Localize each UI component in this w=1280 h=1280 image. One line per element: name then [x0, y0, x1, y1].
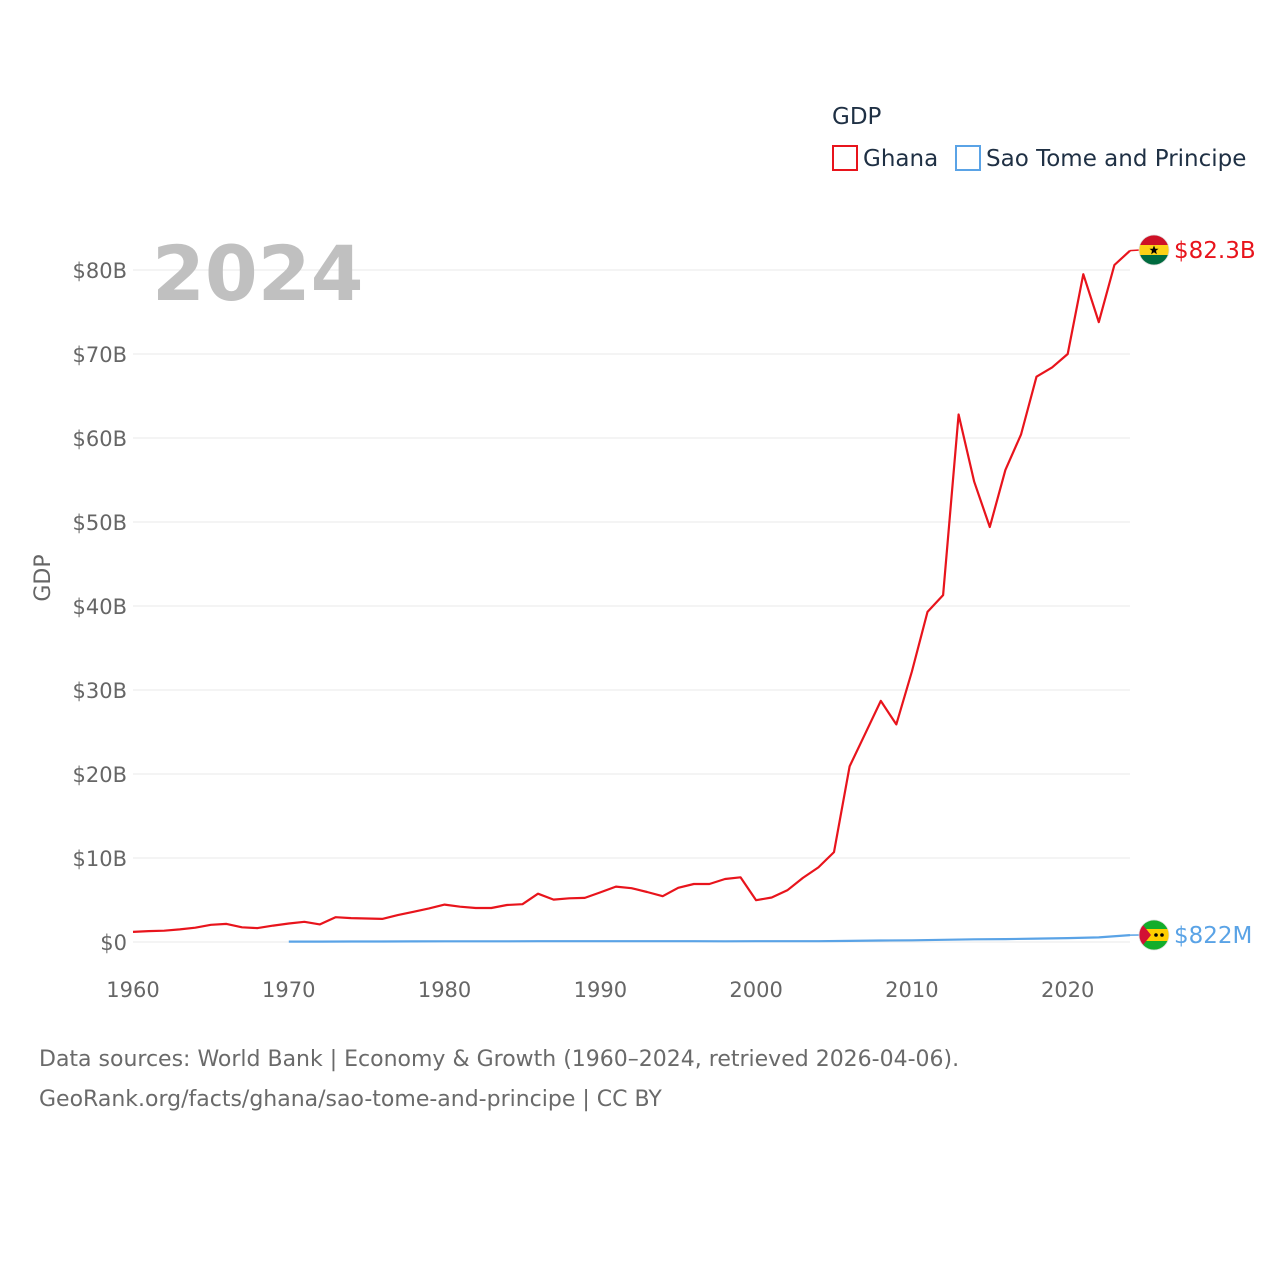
x-axis-ticks: 1960 1970 1980 1990 2000 2010 2020: [106, 978, 1094, 1002]
series-end-markers: $82.3B $822M: [1129, 234, 1256, 951]
x-tick-label: 1990: [574, 978, 627, 1002]
x-tick-label: 1980: [418, 978, 471, 1002]
y-tick-label: $40B: [73, 595, 128, 619]
legend: GDP Ghana Sao Tome and Principe: [832, 104, 1246, 172]
y-axis-title: GDP: [31, 554, 56, 601]
end-value-label: $822M: [1174, 923, 1252, 949]
legend-swatch-ghana: [832, 145, 858, 171]
y-tick-label: $20B: [73, 763, 128, 787]
legend-label-ghana: Ghana: [863, 146, 938, 172]
legend-title: GDP: [832, 104, 882, 130]
x-tick-label: 2010: [885, 978, 938, 1002]
legend-item-ghana[interactable]: Ghana: [832, 145, 938, 172]
x-tick-label: 1960: [106, 978, 159, 1002]
x-tick-label: 2020: [1041, 978, 1094, 1002]
footer-line-url[interactable]: GeoRank.org/facts/ghana/sao-tome-and-pri…: [39, 1087, 662, 1112]
legend-swatch-sao-tome: [955, 145, 981, 171]
y-tick-label: $80B: [73, 259, 128, 283]
chart-title-year: 2024: [152, 229, 364, 318]
footer-line-sources: Data sources: World Bank | Economy & Gro…: [39, 1047, 960, 1072]
footer-sources: Data sources: World Bank | Economy & Gro…: [39, 1040, 1239, 1120]
end-connector: [1129, 249, 1141, 252]
sao-tome-flag-icon: [1138, 919, 1170, 951]
series-line-sao-tome[interactable]: [288, 934, 1131, 943]
x-tick-label: 1970: [262, 978, 315, 1002]
x-tick-label: 2000: [729, 978, 782, 1002]
grid-lines: [133, 269, 1130, 943]
y-tick-label: $0: [100, 931, 127, 955]
y-tick-label: $70B: [73, 343, 128, 367]
y-tick-label: $10B: [73, 847, 128, 871]
legend-item-sao-tome[interactable]: Sao Tome and Principe: [955, 145, 1246, 172]
y-tick-label: $50B: [73, 511, 128, 535]
y-axis-ticks: $0 $10B $20B $30B $40B $50B $60B $70B $80B: [73, 259, 128, 955]
y-tick-label: $30B: [73, 679, 128, 703]
end-value-label: $82.3B: [1174, 238, 1256, 264]
series-line-ghana[interactable]: [132, 249, 1131, 933]
legend-label-sao-tome: Sao Tome and Principe: [986, 146, 1246, 172]
y-tick-label: $60B: [73, 427, 128, 451]
series-lines: [132, 249, 1131, 943]
ghana-flag-icon: [1138, 234, 1170, 266]
